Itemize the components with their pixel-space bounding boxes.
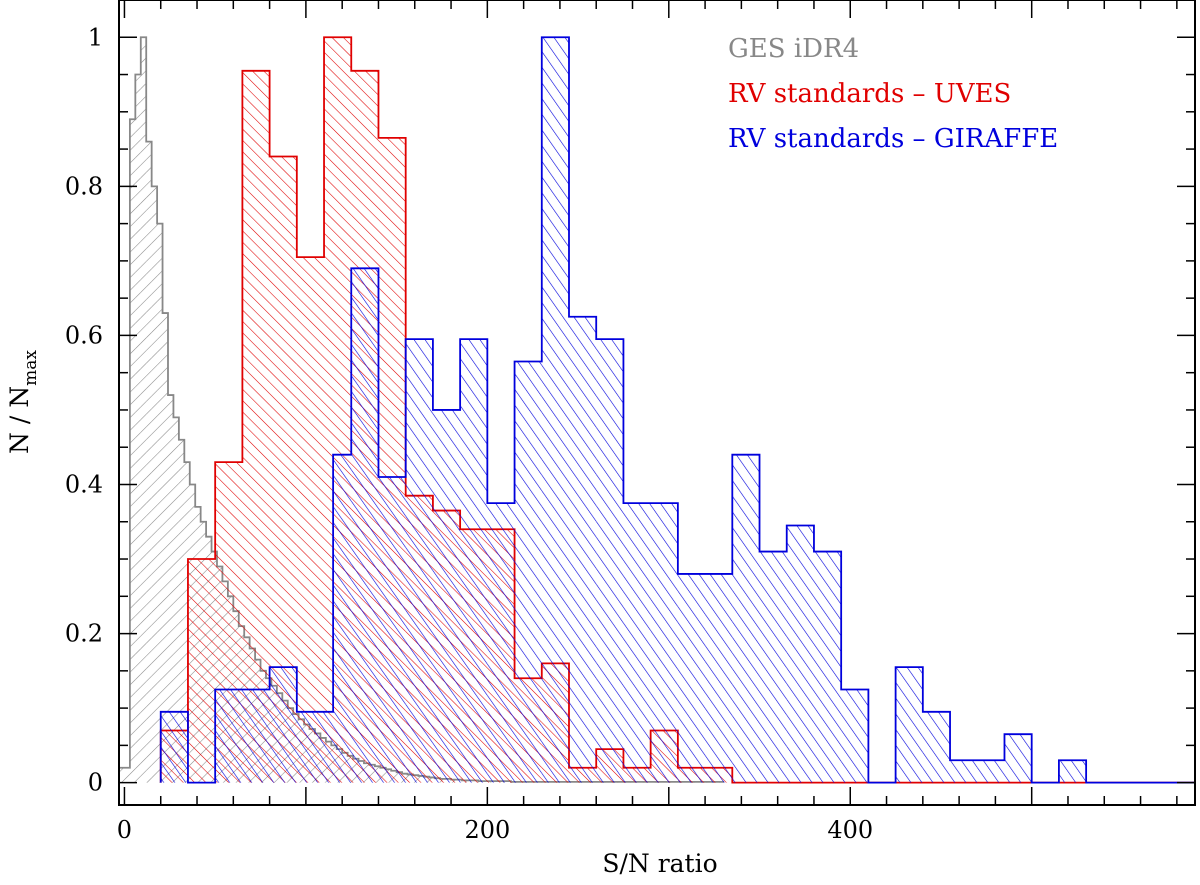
y-axis-label: N / Nmax — [5, 350, 41, 454]
bar — [187, 559, 216, 783]
legend-entry-uves: RV standards – UVES — [728, 79, 1011, 109]
ticks-layer — [119, 0, 1195, 805]
series-outline — [159, 36, 1195, 784]
bar — [162, 313, 168, 783]
y-tick-label: 0.8 — [65, 172, 103, 200]
bar — [160, 711, 188, 783]
y-tick-label: 0.6 — [65, 321, 103, 349]
bar — [378, 477, 406, 783]
bar — [135, 74, 141, 783]
x-tick-label: 200 — [464, 816, 510, 844]
bar — [786, 525, 814, 783]
bar — [732, 454, 760, 783]
bar — [140, 37, 147, 783]
x-axis-label: S/N ratio — [602, 849, 717, 878]
bar — [1058, 760, 1087, 783]
plot-frame — [118, 0, 1196, 806]
legend: GES iDR4 RV standards – UVES RV standard… — [728, 34, 1058, 154]
bar — [405, 339, 433, 783]
bar — [119, 767, 125, 783]
bar — [178, 439, 185, 783]
x-tick-label: 0 — [117, 816, 132, 844]
bar — [432, 409, 461, 783]
bar — [650, 503, 678, 783]
bar — [296, 257, 325, 783]
bar — [705, 573, 733, 783]
bar — [922, 711, 951, 783]
bar — [596, 339, 624, 783]
y-tick-label: 0 — [88, 769, 103, 797]
svg-text:N / Nmax: N / Nmax — [5, 350, 41, 454]
bar — [568, 316, 597, 783]
tick-labels: 0 200 400 0 0.2 0.4 0.6 0.8 1 — [65, 23, 873, 844]
y-tick-label: 0.2 — [65, 620, 103, 648]
y-tick-label: 1 — [88, 23, 103, 51]
y-tick-label: 0.4 — [65, 470, 103, 498]
bar — [677, 573, 706, 783]
bar — [146, 141, 152, 783]
bar — [623, 503, 651, 783]
y-axis-label-subscript: max — [21, 350, 41, 386]
bar — [157, 223, 163, 783]
bar — [296, 711, 315, 783]
bar — [977, 760, 1005, 783]
bar — [351, 268, 379, 783]
bar — [541, 37, 569, 783]
bar — [242, 689, 270, 783]
bar — [129, 119, 136, 783]
bar — [333, 454, 352, 783]
legend-entry-ges-idr4: GES iDR4 — [728, 34, 859, 64]
bar — [242, 70, 270, 783]
y-axis-label-main: N / N — [5, 386, 34, 454]
x-tick-label: 400 — [827, 816, 873, 844]
bar — [1004, 734, 1032, 783]
legend-entry-giraffe: RV standards – GIRAFFE — [728, 124, 1058, 154]
bar — [215, 689, 243, 783]
bar — [151, 186, 158, 783]
bar — [813, 551, 842, 783]
bar — [514, 361, 542, 783]
series-2 — [159, 36, 1195, 784]
series-layer — [119, 36, 1195, 784]
bar — [895, 667, 923, 783]
bar — [759, 551, 787, 783]
bar — [184, 462, 190, 783]
bar — [487, 503, 515, 783]
bar — [269, 667, 297, 783]
bar — [841, 689, 869, 783]
bar — [167, 395, 174, 783]
bar — [460, 339, 488, 783]
bar — [314, 711, 334, 783]
bar — [173, 417, 179, 783]
bar — [124, 767, 130, 783]
bar — [950, 760, 978, 783]
